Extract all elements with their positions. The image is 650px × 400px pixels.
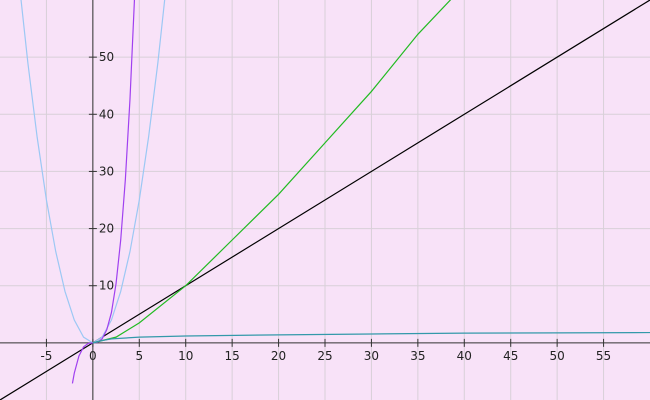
function-curve <box>71 0 136 384</box>
x-tick-label: 55 <box>596 349 611 363</box>
x-tick-label: 20 <box>271 349 286 363</box>
x-tick-label: 45 <box>503 349 518 363</box>
function-curve <box>92 331 650 344</box>
y-tick-label: 50 <box>99 50 114 64</box>
x-tick-label: 15 <box>225 349 240 363</box>
y-tick-label: 20 <box>99 222 114 236</box>
function-curve <box>92 0 452 344</box>
x-tick-label: 25 <box>317 349 332 363</box>
x-tick-label: 10 <box>178 349 193 363</box>
x-tick-label: 50 <box>550 349 565 363</box>
x-tick-label: -5 <box>40 349 52 363</box>
y-tick-label: 30 <box>99 164 114 178</box>
x-tick-label: 30 <box>364 349 379 363</box>
y-tick-label: 40 <box>99 107 114 121</box>
x-tick-label: 40 <box>457 349 472 363</box>
x-tick-label: 35 <box>410 349 425 363</box>
x-tick-label: 5 <box>135 349 143 363</box>
y-tick-label: 10 <box>99 279 114 293</box>
